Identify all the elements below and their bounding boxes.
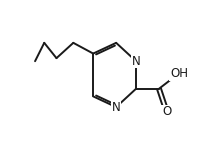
Text: N: N <box>112 101 120 114</box>
Text: OH: OH <box>170 67 188 80</box>
Text: N: N <box>132 55 140 68</box>
Text: O: O <box>162 105 171 118</box>
